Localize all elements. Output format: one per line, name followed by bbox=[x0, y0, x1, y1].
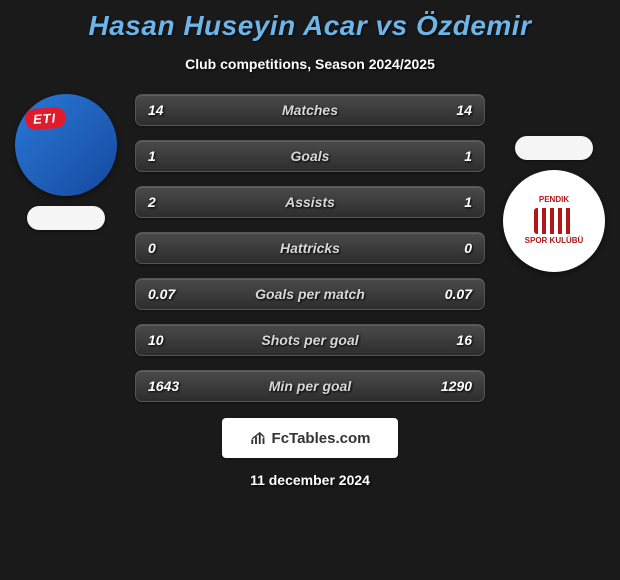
stat-row: 1 Goals 1 bbox=[135, 140, 485, 172]
club-badge: PENDIK SPOR KULÜBÜ bbox=[515, 196, 593, 246]
stat-row: 0.07 Goals per match 0.07 bbox=[135, 278, 485, 310]
stat-value-left: 0.07 bbox=[148, 286, 188, 302]
stat-row: 1643 Min per goal 1290 bbox=[135, 370, 485, 402]
player-left-column: ETI bbox=[6, 94, 126, 230]
stat-value-right: 16 bbox=[432, 332, 472, 348]
stat-value-right: 1290 bbox=[432, 378, 472, 394]
stat-value-left: 10 bbox=[148, 332, 188, 348]
stat-label: Goals bbox=[291, 148, 330, 164]
club-name-top: PENDIK bbox=[515, 196, 593, 205]
stat-value-left: 0 bbox=[148, 240, 188, 256]
subtitle: Club competitions, Season 2024/2025 bbox=[185, 56, 435, 72]
jersey-sponsor-label: ETI bbox=[24, 107, 67, 131]
stat-value-right: 1 bbox=[432, 194, 472, 210]
stat-value-left: 14 bbox=[148, 102, 188, 118]
stat-label: Matches bbox=[282, 102, 338, 118]
stat-label: Assists bbox=[285, 194, 335, 210]
stat-label: Min per goal bbox=[269, 378, 351, 394]
stat-value-left: 2 bbox=[148, 194, 188, 210]
club-badge-stripes bbox=[534, 208, 574, 234]
stat-label: Shots per goal bbox=[261, 332, 358, 348]
club-name-bottom: SPOR KULÜBÜ bbox=[515, 237, 593, 246]
player-right-flag bbox=[515, 136, 593, 160]
content-row: ETI 14Matches141Goals12Assists10Hattrick… bbox=[0, 94, 620, 402]
stat-row: 10 Shots per goal 16 bbox=[135, 324, 485, 356]
date-label: 11 december 2024 bbox=[250, 472, 370, 488]
stat-value-right: 1 bbox=[432, 148, 472, 164]
stats-table: 14Matches141Goals12Assists10Hattricks00.… bbox=[135, 94, 485, 402]
player-right-badge: PENDIK SPOR KULÜBÜ bbox=[503, 170, 605, 272]
stat-label: Hattricks bbox=[280, 240, 340, 256]
stat-value-left: 1 bbox=[148, 148, 188, 164]
player-right-avatar: PENDIK SPOR KULÜBÜ bbox=[503, 170, 605, 272]
footer: FcTables.com 11 december 2024 bbox=[222, 418, 398, 488]
player-left-flag bbox=[27, 206, 105, 230]
comparison-card: Hasan Huseyin Acar vs Özdemir Club compe… bbox=[0, 0, 620, 580]
player-left-jersey: ETI bbox=[15, 94, 117, 196]
stat-row: 0 Hattricks 0 bbox=[135, 232, 485, 264]
stat-value-right: 14 bbox=[432, 102, 472, 118]
stat-row: 2 Assists 1 bbox=[135, 186, 485, 218]
player-right-column: PENDIK SPOR KULÜBÜ bbox=[494, 136, 614, 272]
logo-text: FcTables.com bbox=[272, 430, 371, 447]
stat-value-right: 0.07 bbox=[432, 286, 472, 302]
chart-icon bbox=[250, 429, 268, 447]
stat-row: 14 Matches 14 bbox=[135, 94, 485, 126]
page-title: Hasan Huseyin Acar vs Özdemir bbox=[89, 10, 532, 42]
stat-label: Goals per match bbox=[255, 286, 365, 302]
player-left-avatar: ETI bbox=[15, 94, 117, 196]
fctables-logo[interactable]: FcTables.com bbox=[222, 418, 398, 458]
stat-value-left: 1643 bbox=[148, 378, 188, 394]
stat-value-right: 0 bbox=[432, 240, 472, 256]
